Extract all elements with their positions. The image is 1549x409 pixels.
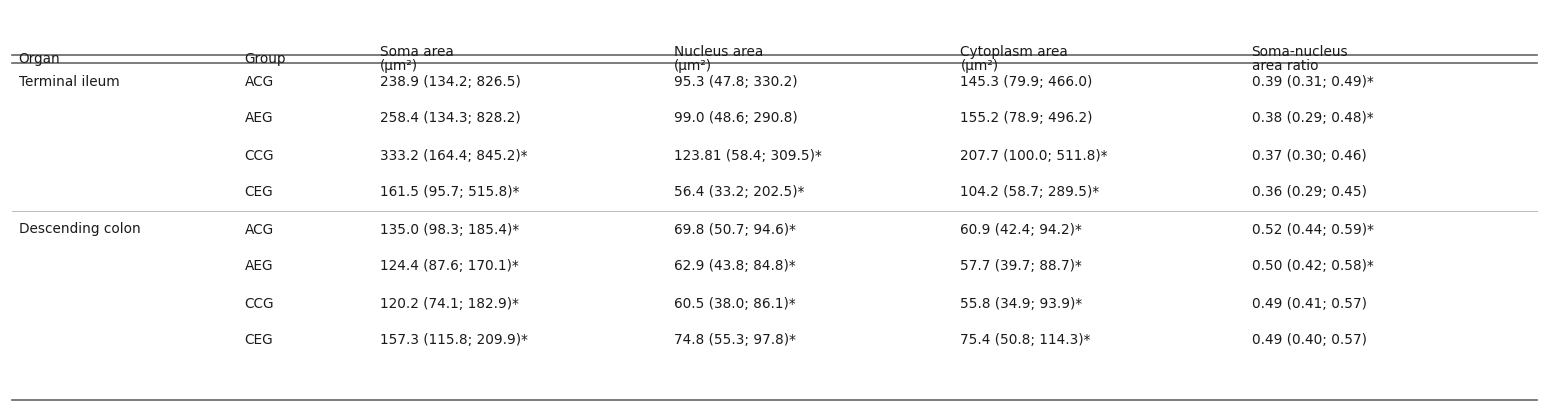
- Text: CCG: CCG: [245, 148, 274, 162]
- Text: 0.50 (0.42; 0.58)*: 0.50 (0.42; 0.58)*: [1252, 259, 1374, 274]
- Text: Group: Group: [245, 52, 287, 66]
- Text: 62.9 (43.8; 84.8)*: 62.9 (43.8; 84.8)*: [674, 259, 796, 274]
- Text: 161.5 (95.7; 515.8)*: 161.5 (95.7; 515.8)*: [380, 186, 519, 200]
- Text: 75.4 (50.8; 114.3)*: 75.4 (50.8; 114.3)*: [960, 333, 1090, 348]
- Text: Terminal ileum: Terminal ileum: [19, 74, 119, 88]
- Text: (μm²): (μm²): [960, 59, 999, 73]
- Text: Nucleus area: Nucleus area: [674, 45, 764, 59]
- Text: 155.2 (78.9; 496.2): 155.2 (78.9; 496.2): [960, 112, 1094, 126]
- Text: 60.9 (42.4; 94.2)*: 60.9 (42.4; 94.2)*: [960, 222, 1083, 236]
- Text: CCG: CCG: [245, 297, 274, 310]
- Text: 0.38 (0.29; 0.48)*: 0.38 (0.29; 0.48)*: [1252, 112, 1374, 126]
- Text: 123.81 (58.4; 309.5)*: 123.81 (58.4; 309.5)*: [674, 148, 821, 162]
- Text: 124.4 (87.6; 170.1)*: 124.4 (87.6; 170.1)*: [380, 259, 519, 274]
- Text: 60.5 (38.0; 86.1)*: 60.5 (38.0; 86.1)*: [674, 297, 796, 310]
- Text: AEG: AEG: [245, 112, 273, 126]
- Text: 0.39 (0.31; 0.49)*: 0.39 (0.31; 0.49)*: [1252, 74, 1374, 88]
- Text: 120.2 (74.1; 182.9)*: 120.2 (74.1; 182.9)*: [380, 297, 519, 310]
- Text: CEG: CEG: [245, 186, 273, 200]
- Text: ACG: ACG: [245, 74, 274, 88]
- Text: AEG: AEG: [245, 259, 273, 274]
- Text: 0.37 (0.30; 0.46): 0.37 (0.30; 0.46): [1252, 148, 1366, 162]
- Text: 57.7 (39.7; 88.7)*: 57.7 (39.7; 88.7)*: [960, 259, 1083, 274]
- Text: CEG: CEG: [245, 333, 273, 348]
- Text: Soma area: Soma area: [380, 45, 454, 59]
- Text: 99.0 (48.6; 290.8): 99.0 (48.6; 290.8): [674, 112, 798, 126]
- Text: 207.7 (100.0; 511.8)*: 207.7 (100.0; 511.8)*: [960, 148, 1108, 162]
- Text: 258.4 (134.3; 828.2): 258.4 (134.3; 828.2): [380, 112, 520, 126]
- Text: 55.8 (34.9; 93.9)*: 55.8 (34.9; 93.9)*: [960, 297, 1083, 310]
- Text: 74.8 (55.3; 97.8)*: 74.8 (55.3; 97.8)*: [674, 333, 796, 348]
- Text: 0.49 (0.41; 0.57): 0.49 (0.41; 0.57): [1252, 297, 1366, 310]
- Text: 0.52 (0.44; 0.59)*: 0.52 (0.44; 0.59)*: [1252, 222, 1374, 236]
- Text: area ratio: area ratio: [1252, 59, 1318, 73]
- Text: (μm²): (μm²): [674, 59, 713, 73]
- Text: 145.3 (79.9; 466.0): 145.3 (79.9; 466.0): [960, 74, 1092, 88]
- Text: 0.36 (0.29; 0.45): 0.36 (0.29; 0.45): [1252, 186, 1366, 200]
- Text: Soma-nucleus: Soma-nucleus: [1252, 45, 1348, 59]
- Text: (μm²): (μm²): [380, 59, 418, 73]
- Text: 238.9 (134.2; 826.5): 238.9 (134.2; 826.5): [380, 74, 520, 88]
- Text: 0.49 (0.40; 0.57): 0.49 (0.40; 0.57): [1252, 333, 1366, 348]
- Text: 69.8 (50.7; 94.6)*: 69.8 (50.7; 94.6)*: [674, 222, 796, 236]
- Text: 333.2 (164.4; 845.2)*: 333.2 (164.4; 845.2)*: [380, 148, 527, 162]
- Text: 95.3 (47.8; 330.2): 95.3 (47.8; 330.2): [674, 74, 798, 88]
- Text: 104.2 (58.7; 289.5)*: 104.2 (58.7; 289.5)*: [960, 186, 1100, 200]
- Text: 157.3 (115.8; 209.9)*: 157.3 (115.8; 209.9)*: [380, 333, 527, 348]
- Text: Descending colon: Descending colon: [19, 222, 141, 236]
- Text: ACG: ACG: [245, 222, 274, 236]
- Text: Organ: Organ: [19, 52, 60, 66]
- Text: 56.4 (33.2; 202.5)*: 56.4 (33.2; 202.5)*: [674, 186, 804, 200]
- Text: Cytoplasm area: Cytoplasm area: [960, 45, 1069, 59]
- Text: 135.0 (98.3; 185.4)*: 135.0 (98.3; 185.4)*: [380, 222, 519, 236]
